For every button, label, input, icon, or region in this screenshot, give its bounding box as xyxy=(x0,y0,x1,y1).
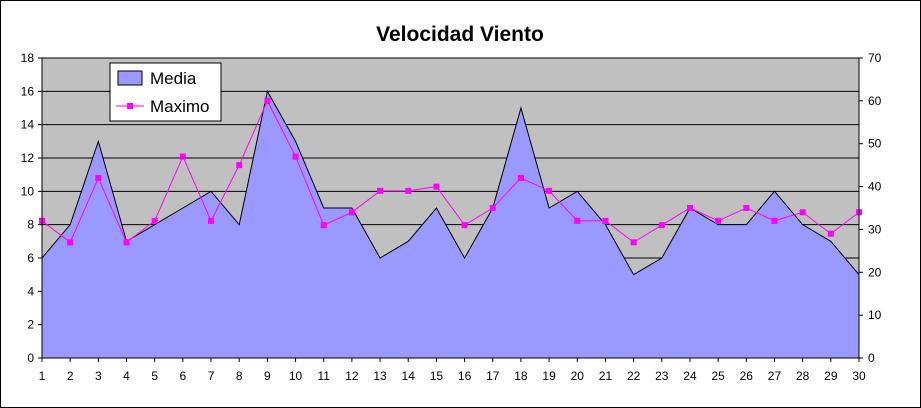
maximo-point xyxy=(630,239,637,246)
left-tick-label: 2 xyxy=(27,318,34,332)
maximo-point xyxy=(658,222,665,229)
left-tick-label: 8 xyxy=(27,218,34,232)
x-tick-label: 4 xyxy=(123,369,130,383)
x-tick-label: 19 xyxy=(542,369,556,383)
maximo-point xyxy=(348,209,355,216)
maximo-point xyxy=(292,153,299,160)
x-tick-label: 8 xyxy=(236,369,243,383)
x-tick-label: 24 xyxy=(683,369,697,383)
x-tick-label: 2 xyxy=(67,369,74,383)
left-tick-label: 6 xyxy=(27,251,34,265)
x-tick-label: 26 xyxy=(740,369,754,383)
x-tick-label: 1 xyxy=(39,369,46,383)
maximo-point xyxy=(827,230,834,237)
x-tick-label: 9 xyxy=(264,369,271,383)
maximo-point xyxy=(320,222,327,229)
right-tick-label: 70 xyxy=(868,51,882,65)
maximo-point xyxy=(433,183,440,190)
x-tick-label: 12 xyxy=(345,369,359,383)
maximo-point xyxy=(799,209,806,216)
maximo-point xyxy=(179,153,186,160)
maximo-point xyxy=(771,217,778,224)
maximo-point xyxy=(208,217,215,224)
x-tick-label: 3 xyxy=(95,369,102,383)
maximo-point xyxy=(489,205,496,211)
maximo-point xyxy=(574,217,581,224)
right-tick-label: 0 xyxy=(868,351,875,365)
x-tick-label: 17 xyxy=(486,369,500,383)
x-tick-label: 21 xyxy=(599,369,613,383)
maximo-point xyxy=(461,222,468,229)
x-tick-label: 27 xyxy=(768,369,782,383)
maximo-point xyxy=(123,239,130,246)
maximo-point xyxy=(264,97,271,104)
maximo-point xyxy=(95,175,102,181)
x-tick-label: 14 xyxy=(402,369,416,383)
x-tick-label: 30 xyxy=(852,369,866,383)
x-tick-label: 15 xyxy=(430,369,444,383)
left-tick-label: 4 xyxy=(27,284,34,298)
legend-media-label: Media xyxy=(150,69,197,88)
left-tick-label: 18 xyxy=(21,51,35,65)
right-tick-label: 60 xyxy=(868,94,882,108)
left-tick-label: 16 xyxy=(21,84,35,98)
right-tick-label: 50 xyxy=(868,137,882,151)
x-tick-label: 23 xyxy=(655,369,669,383)
maximo-point xyxy=(151,217,158,224)
x-tick-label: 29 xyxy=(824,369,838,383)
x-tick-label: 11 xyxy=(317,369,330,383)
x-tick-label: 25 xyxy=(711,369,725,383)
maximo-point xyxy=(546,187,553,194)
x-tick-label: 13 xyxy=(373,369,387,383)
left-tick-label: 12 xyxy=(21,151,35,165)
x-tick-label: 20 xyxy=(571,369,585,383)
left-tick-label: 14 xyxy=(21,118,35,132)
maximo-point xyxy=(405,187,412,194)
maximo-point xyxy=(517,175,524,181)
right-tick-label: 40 xyxy=(868,180,882,194)
maximo-line xyxy=(41,99,860,244)
x-tick-label: 6 xyxy=(180,369,187,383)
x-tick-label: 10 xyxy=(289,369,303,383)
maximo-point xyxy=(236,162,243,169)
media-area xyxy=(42,91,859,358)
maximo-point xyxy=(743,205,750,211)
chart-title: Velocidad Viento xyxy=(376,23,544,46)
x-tick-label: 16 xyxy=(458,369,472,383)
legend-maximo-marker xyxy=(127,103,133,109)
legend-maximo-label: Maximo xyxy=(150,97,210,116)
legend: Media Maximo xyxy=(109,62,222,122)
left-tick-label: 0 xyxy=(27,351,34,365)
maximo-point xyxy=(715,217,722,224)
maximo-point xyxy=(377,187,384,194)
media-area-outline xyxy=(41,89,860,276)
maximo-point xyxy=(602,217,609,224)
left-tick-label: 10 xyxy=(21,184,35,198)
maximo-point xyxy=(686,205,693,211)
right-tick-label: 30 xyxy=(868,222,882,236)
right-tick-label: 20 xyxy=(868,265,882,279)
x-tick-label: 7 xyxy=(208,369,215,383)
maximo-point xyxy=(67,239,74,246)
x-tick-label: 18 xyxy=(514,369,528,383)
x-tick-label: 28 xyxy=(796,369,810,383)
right-tick-label: 10 xyxy=(868,308,882,322)
x-tick-label: 22 xyxy=(627,369,641,383)
x-tick-label: 5 xyxy=(151,369,158,383)
legend-media-swatch xyxy=(117,70,143,86)
